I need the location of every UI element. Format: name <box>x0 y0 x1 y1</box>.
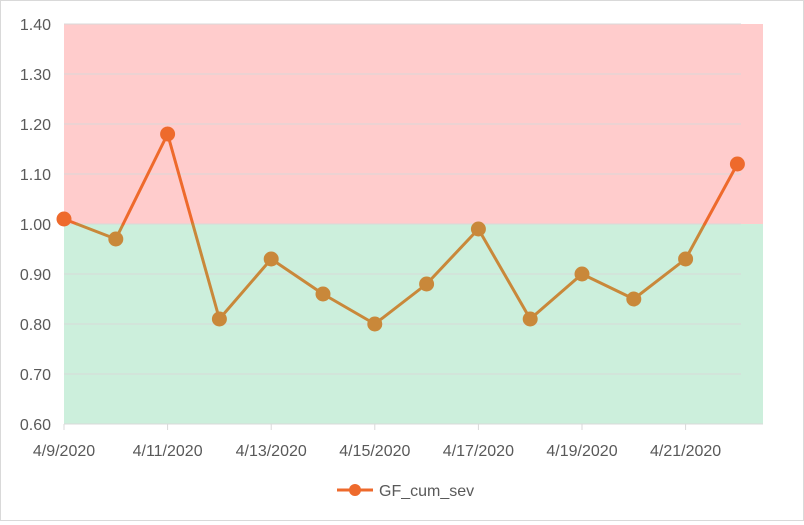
line-segment <box>321 292 377 326</box>
line-segment <box>632 257 688 301</box>
line-segment <box>191 222 221 321</box>
line-segment <box>425 227 480 286</box>
line-segment <box>217 257 273 321</box>
y-axis-tick-labels: 0.60 0.70 0.80 0.90 1.00 1.10 1.20 1.30 1.40 <box>20 17 51 434</box>
series-line <box>62 132 739 326</box>
data-point <box>263 251 279 267</box>
data-point <box>678 251 694 267</box>
data-point <box>108 231 124 247</box>
data-point <box>522 311 538 327</box>
data-point <box>419 276 435 292</box>
gridlines <box>64 23 741 375</box>
y-tick-label: 0.80 <box>20 317 51 334</box>
line-segment <box>703 162 739 226</box>
data-point <box>626 291 642 307</box>
data-point <box>729 156 745 172</box>
line-segment <box>580 272 636 301</box>
y-tick-label: 1.40 <box>20 17 51 34</box>
x-tick-label: 4/19/2020 <box>546 443 617 460</box>
x-axis: 4/9/2020 4/11/2020 4/13/2020 4/15/2020 4/17/… <box>33 423 763 460</box>
data-point <box>470 221 486 237</box>
y-tick-label: 1.10 <box>20 167 51 184</box>
data-point <box>160 126 176 142</box>
x-tick-label: 4/11/2020 <box>133 443 203 460</box>
data-point <box>315 286 331 302</box>
y-tick-label: 0.90 <box>20 267 51 284</box>
x-tick-label: 4/21/2020 <box>650 443 721 460</box>
line-segment <box>166 132 195 226</box>
line-segment <box>476 227 532 321</box>
line-segment <box>121 132 170 226</box>
legend-label: GF_cum_sev <box>379 483 474 500</box>
line-segment <box>373 282 429 326</box>
series-points <box>56 126 745 332</box>
y-tick-label: 1.00 <box>20 217 51 234</box>
data-point <box>211 311 227 327</box>
data-point <box>367 316 383 332</box>
y-tick-label: 0.60 <box>20 417 51 434</box>
y-tick-label: 1.30 <box>20 67 51 84</box>
legend: GF_cum_sev <box>337 483 474 500</box>
x-tick-label: 4/13/2020 <box>236 443 307 460</box>
x-tick-label: 4/17/2020 <box>443 443 514 460</box>
line-segment <box>528 272 584 321</box>
y-tick-label: 1.20 <box>20 117 51 134</box>
data-point <box>574 266 590 282</box>
x-tick-label: 4/9/2020 <box>33 443 95 460</box>
x-tick-label: 4/15/2020 <box>339 443 410 460</box>
legend-marker <box>349 484 361 496</box>
line-segment <box>269 257 325 296</box>
data-point <box>56 211 72 227</box>
y-tick-label: 0.70 <box>20 367 51 384</box>
